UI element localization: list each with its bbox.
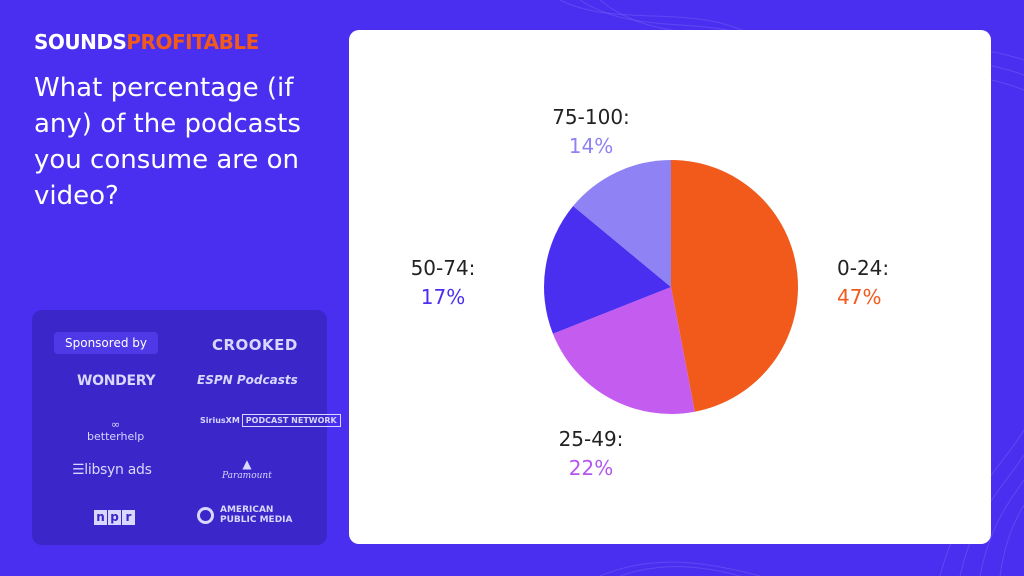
espn-podcasts-logo: ESPN Podcasts [197,373,298,387]
libsyn-ads-logo: ☰libsyn ads [72,462,152,478]
paramount-logo: ▲ Paramount [222,457,272,482]
brand-logo: SOUNDSPROFITABLE [34,30,259,54]
apm-ring-icon [197,506,214,524]
brand-word-profitable: PROFITABLE [126,30,259,54]
npr-letter-n: n [94,510,107,525]
value-label-4: 14% [569,134,613,158]
pie-slice-4 [573,160,671,287]
question-title: What percentage (if any) of the podcasts… [34,73,301,211]
american-public-media-logo: AMERICAN PUBLIC MEDIA [197,505,300,525]
pie-chart: 0-24: 47% 25-49: 22% 50-74: 17% 75-100: 14% [411,105,890,480]
sponsored-by-label: Sponsored by [54,332,158,354]
category-label-4: 75-100: [552,105,630,129]
betterhelp-icon: ∞ [111,418,121,431]
pie-slice-2 [552,287,695,414]
category-label-1: 0-24: [837,256,889,280]
wondery-logo: WONDERY [77,373,156,389]
chart-card: 0-24: 47% 25-49: 22% 50-74: 17% 75-100: 14% [349,30,991,544]
npr-letter-r: r [122,510,135,525]
pie-slice-3 [544,206,671,334]
libsyn-wordmark: libsyn ads [84,462,152,478]
betterhelp-logo: ∞ betterhelp [87,418,145,443]
value-label-3: 17% [421,285,465,309]
siriusxm-podcast-network-logo: SiriusXM PODCAST NETWORK [200,414,341,427]
pie-slice-1 [671,160,798,412]
siriusxm-wordmark: SiriusXM [200,416,240,425]
crooked-logo: CROOKED [212,336,298,354]
mountain-icon: ▲ [242,457,252,471]
value-label-1: 47% [837,285,881,309]
brand-word-sounds: SOUNDS [34,30,127,54]
paramount-wordmark: Paramount [222,471,272,481]
npr-letter-p: p [108,510,121,525]
libsyn-icon: ☰ [72,462,85,478]
value-label-2: 22% [569,456,613,480]
category-label-2: 25-49: [559,427,624,451]
category-label-3: 50-74: [411,256,476,280]
betterhelp-wordmark: betterhelp [87,430,145,443]
apm-wordmark: AMERICAN PUBLIC MEDIA [220,505,293,525]
podcast-network-box: PODCAST NETWORK [241,414,341,427]
sponsor-panel: Sponsored by CROOKED WONDERY ESPN Podcas… [32,310,341,545]
